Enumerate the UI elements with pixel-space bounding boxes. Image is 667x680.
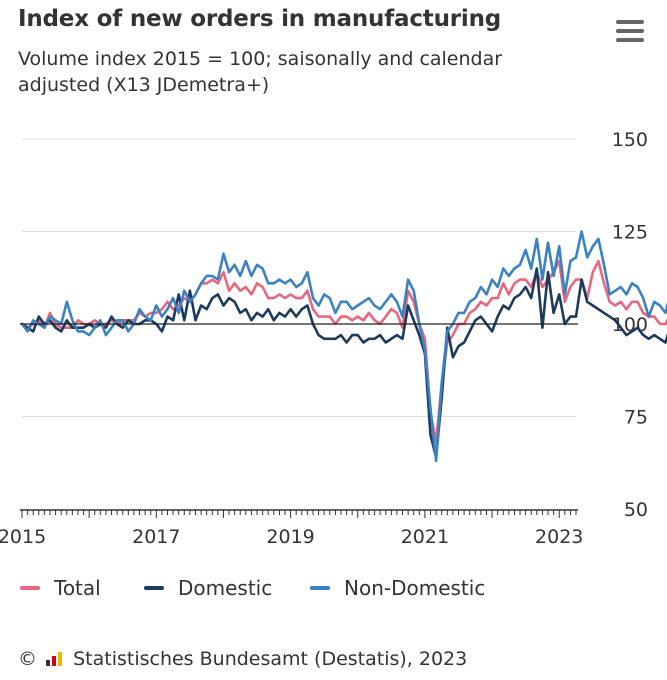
copyright-symbol: ©	[18, 648, 37, 670]
legend-label-total: Total	[54, 576, 101, 600]
x-tick-label-2023: 2023	[535, 526, 583, 548]
y-tick-label-150: 150	[612, 129, 648, 151]
source-credit: © Statistisches Bundesamt (Destatis), 20…	[18, 648, 467, 670]
x-tick-label-2015: 2015	[0, 526, 46, 548]
y-tick-label-50: 50	[624, 499, 648, 521]
legend-item-non-domestic[interactable]: Non-Domestic	[310, 576, 485, 600]
legend-swatch-domestic	[144, 585, 164, 590]
legend-swatch-total	[20, 585, 40, 590]
legend-label-non-domestic: Non-Domestic	[344, 576, 486, 600]
series-line-total	[20, 259, 667, 444]
chart-title: Index of new orders in manufacturing	[18, 6, 502, 32]
legend-item-total[interactable]: Total	[20, 576, 101, 600]
series-layer	[20, 230, 667, 463]
x-tick-label-2017: 2017	[132, 526, 180, 548]
legend-item-domestic[interactable]: Domestic	[144, 576, 272, 600]
grid-layer	[22, 138, 576, 417]
x-axis: 2015 2017 2019 2021 2023	[0, 509, 583, 548]
chart-subtitle: Volume index 2015 = 100; saisonally and …	[18, 48, 503, 96]
source-text: Statistisches Bundesamt (Destatis), 2023	[73, 648, 468, 670]
legend-label-domestic: Domestic	[178, 576, 273, 600]
x-tick-label-2019: 2019	[266, 526, 314, 548]
legend-swatch-non-domestic	[310, 585, 330, 590]
series-line-domestic	[20, 267, 667, 459]
x-tick-label-2021: 2021	[401, 526, 449, 548]
series-line-non-domestic	[20, 230, 667, 463]
y-tick-label-125: 125	[612, 222, 648, 244]
destatis-logo-icon	[46, 651, 63, 666]
hamburger-menu-icon[interactable]	[616, 20, 644, 42]
y-tick-label-75: 75	[624, 407, 648, 429]
